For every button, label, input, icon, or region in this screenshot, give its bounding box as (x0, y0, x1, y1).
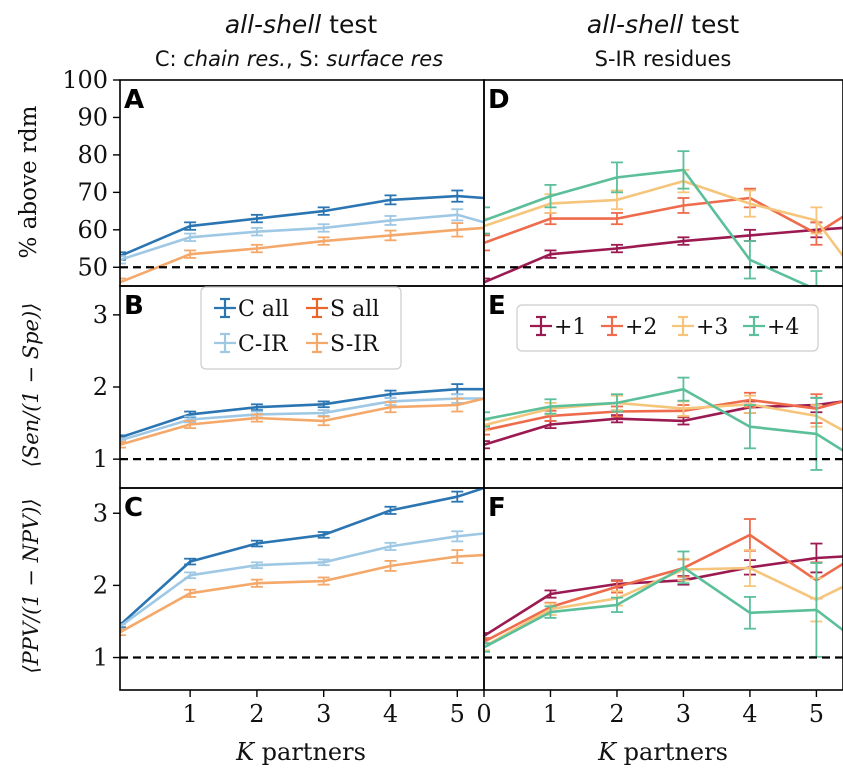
legend-right: +1 +2 +3 +4 (516, 304, 819, 352)
panel-letter: D (488, 85, 510, 115)
panel-letter: C (124, 493, 143, 523)
series-line (120, 488, 484, 627)
y-tick-label: 50 (77, 253, 108, 281)
y-axis-label-top: % above rdm (16, 105, 42, 258)
panel-frame (119, 79, 485, 287)
panel-a: A 50 60 70 80 90 100 (62, 66, 485, 287)
legend-right-label: +1 (554, 315, 586, 340)
y-tick-label: 70 (77, 178, 108, 206)
panel-d: D (483, 79, 843, 287)
legend-left-item-c-ir: C-IR (214, 332, 289, 357)
x-axis-label-left: K partners (235, 738, 366, 766)
legend-left-box (200, 286, 402, 370)
series-line (484, 555, 843, 637)
y-axis-label-middle: ⟨Sen/(1 − Spe)⟩ (19, 303, 43, 468)
series-group (120, 488, 484, 637)
series-line (484, 398, 843, 432)
left-column-subtitle: C: chain res., S: surface res (155, 47, 443, 71)
x-tick-label: 4 (742, 700, 757, 728)
legend-left-label: C-IR (238, 332, 289, 357)
series-line (120, 532, 484, 628)
y-axis-label-bottom: ⟨PPV/(1 − NPV)⟩ (19, 498, 43, 673)
series-line (120, 553, 484, 634)
panel-frame (119, 487, 485, 691)
x-tick-label: 0 (476, 700, 491, 728)
panel-letter: F (488, 493, 506, 523)
y-tick-label: 1 (93, 445, 108, 473)
panel-f: F 0 1 2 3 4 5 (476, 487, 843, 728)
legend-right-item-plus2: +2 (601, 315, 657, 340)
x-tick-label: 5 (809, 700, 824, 728)
y-tick-label: 2 (93, 571, 108, 599)
series-group (120, 383, 484, 449)
legend-left-item-s-all: S all (306, 297, 379, 322)
legend-right-item-plus1: +1 (530, 315, 586, 340)
x-tick-label: 2 (609, 700, 624, 728)
legend-right-box (516, 304, 819, 352)
panel-frame (483, 79, 843, 287)
right-column-title: all-shell test (587, 10, 740, 39)
y-tick-label: 100 (62, 66, 108, 94)
y-tick-label: 80 (77, 141, 108, 169)
y-tick-label: 1 (93, 644, 108, 672)
x-tick-label: 1 (182, 700, 197, 728)
series-group (484, 150, 843, 286)
panel-letter: B (124, 291, 144, 321)
y-tick-label: 90 (77, 103, 108, 131)
y-tick-label: 3 (93, 301, 108, 329)
series-group (120, 189, 484, 286)
series-line (120, 213, 484, 262)
panel-letter: E (488, 291, 506, 321)
left-column-title: all-shell test (225, 10, 378, 39)
legend-left-label: C all (238, 297, 289, 322)
legend-left-label: S-IR (330, 332, 380, 357)
right-column-subtitle: S-IR residues (595, 47, 732, 71)
panel-c: C 1 2 3 1 2 3 4 5 (93, 487, 485, 728)
y-tick-label: 3 (93, 499, 108, 527)
y-tick-label: 2 (93, 373, 108, 401)
legend-right-label: +4 (767, 315, 799, 340)
x-tick-label: 3 (316, 700, 331, 728)
x-tick-label: 5 (450, 700, 465, 728)
x-tick-label: 2 (249, 700, 264, 728)
x-tick-label: 3 (676, 700, 691, 728)
series-line (484, 566, 843, 649)
legend-left-item-c-all: C all (214, 297, 289, 322)
series-line (484, 226, 843, 284)
series-line (120, 226, 484, 284)
series-line (484, 168, 812, 286)
series-line (120, 194, 484, 258)
panel-frame (483, 487, 843, 691)
x-axis-label-right: K partners (597, 738, 728, 766)
legend-right-item-plus3: +3 (672, 315, 728, 340)
legend-right-label: +2 (625, 315, 657, 340)
y-tick-label: 60 (77, 216, 108, 244)
series-group (484, 518, 843, 658)
legend-left: C all S all C-IR S-IR (200, 286, 402, 370)
legend-right-item-plus4: +4 (743, 315, 799, 340)
x-tick-label: 4 (383, 700, 398, 728)
series-line (484, 533, 843, 643)
series-line (484, 196, 843, 245)
legend-right-label: +3 (696, 315, 728, 340)
series-group (484, 376, 843, 471)
legend-left-label: S all (330, 297, 379, 322)
legend-left-item-s-ir: S-IR (306, 332, 380, 357)
x-tick-label: 1 (543, 700, 558, 728)
panel-letter: A (124, 85, 144, 115)
